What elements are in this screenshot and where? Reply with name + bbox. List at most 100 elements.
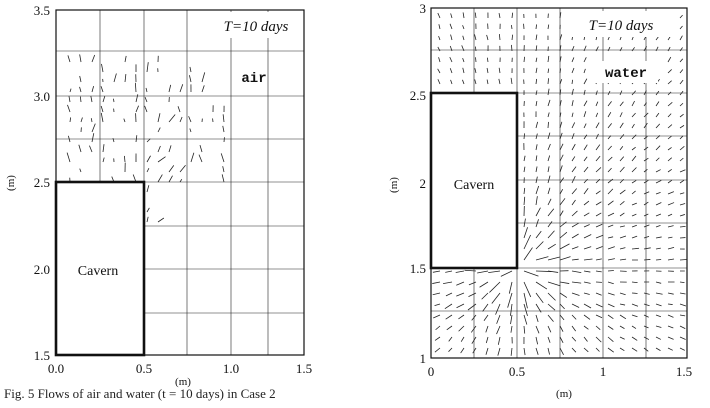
air-vector — [179, 165, 186, 173]
water-vector — [655, 191, 661, 195]
water-vector — [475, 57, 477, 63]
water-vector — [583, 212, 590, 217]
water-vector — [559, 56, 562, 63]
water-vector — [571, 156, 576, 162]
water-vector — [535, 196, 538, 206]
air-vector — [144, 97, 148, 103]
water-vector — [631, 336, 638, 341]
right-x-ticks: 0 0.5 1 1.5 — [428, 364, 692, 379]
water-vector — [655, 224, 661, 228]
water-vector — [571, 270, 582, 274]
water-vector — [679, 35, 683, 41]
water-vector — [583, 281, 591, 284]
water-vector — [607, 212, 615, 217]
right-y-tick: 1 — [420, 351, 427, 366]
water-vector — [462, 57, 465, 63]
water-vector — [667, 46, 671, 52]
water-vector — [535, 256, 549, 261]
water-vector — [631, 180, 637, 184]
water-vector — [679, 292, 686, 295]
left-x-tick: 0.0 — [48, 361, 64, 376]
air-flow-chart: Cavern T=10 days air 1.5 2.0 2.5 3.0 3.5… — [5, 3, 312, 388]
water-vector — [472, 347, 477, 354]
water-vector — [535, 292, 544, 304]
water-vector — [583, 270, 591, 273]
water-vector — [667, 247, 675, 250]
right-cavern — [429, 91, 519, 270]
water-vector — [595, 223, 603, 228]
air-vector — [144, 105, 148, 113]
water-vector — [643, 112, 649, 118]
water-vector — [547, 208, 555, 217]
air-vector — [67, 55, 71, 63]
water-vector — [571, 143, 576, 151]
water-vector — [547, 270, 559, 273]
water-vector — [583, 325, 589, 330]
left-cavern-label: Cavern — [78, 264, 118, 279]
water-vector — [559, 281, 570, 284]
air-vector — [189, 66, 192, 73]
water-vector — [571, 122, 576, 129]
water-vector — [523, 292, 528, 309]
right-y-tick: 3 — [420, 1, 427, 16]
water-vector — [477, 270, 489, 274]
water-vector — [523, 270, 539, 277]
water-vector — [489, 281, 501, 293]
water-vector — [547, 55, 550, 63]
water-vector — [438, 35, 441, 41]
right-phase-label: water — [605, 66, 647, 82]
water-vector — [619, 314, 627, 320]
water-vector — [607, 236, 614, 239]
water-vector — [631, 123, 635, 129]
water-vector — [523, 281, 532, 298]
water-vector — [510, 347, 513, 356]
water-vector — [607, 336, 614, 343]
water-vector — [583, 178, 588, 184]
water-vector — [535, 45, 538, 52]
water-vector — [643, 236, 650, 239]
water-vector — [511, 44, 513, 52]
water-vector — [450, 34, 453, 41]
water-vector — [559, 256, 571, 261]
water-vector — [559, 12, 562, 19]
water-vector — [619, 156, 625, 162]
left-y-tick: 3.0 — [34, 89, 50, 104]
water-vector — [619, 201, 625, 206]
water-vector — [445, 270, 453, 273]
water-vector — [535, 185, 540, 195]
water-vector — [667, 113, 672, 118]
water-vector — [679, 102, 684, 107]
water-vector — [523, 234, 531, 250]
water-vector — [547, 68, 550, 74]
air-vector — [179, 84, 184, 93]
water-vector — [595, 234, 604, 239]
water-vector — [679, 347, 685, 351]
water-vector — [583, 200, 590, 206]
air-vector — [157, 174, 163, 183]
water-vector — [559, 34, 563, 41]
water-vector — [535, 281, 548, 290]
water-vector — [619, 122, 624, 129]
water-vector — [631, 134, 637, 140]
water-vector — [667, 191, 675, 195]
left-x-axis-label: (m) — [175, 376, 191, 388]
water-vector — [655, 247, 661, 250]
water-vector — [643, 102, 647, 107]
water-vector — [523, 218, 526, 228]
air-vector — [146, 62, 149, 73]
water-vector — [607, 314, 614, 320]
water-vector — [571, 199, 576, 206]
water-vector — [595, 122, 600, 129]
water-vector — [437, 12, 441, 19]
water-vector — [619, 189, 626, 195]
air-vector — [112, 138, 115, 143]
water-vector — [607, 46, 611, 52]
water-vector — [559, 243, 570, 250]
water-vector — [583, 68, 586, 74]
water-vector — [571, 57, 575, 63]
water-vector — [655, 281, 662, 284]
water-vector — [619, 225, 625, 228]
water-vector — [571, 258, 579, 261]
water-vector — [655, 347, 661, 351]
